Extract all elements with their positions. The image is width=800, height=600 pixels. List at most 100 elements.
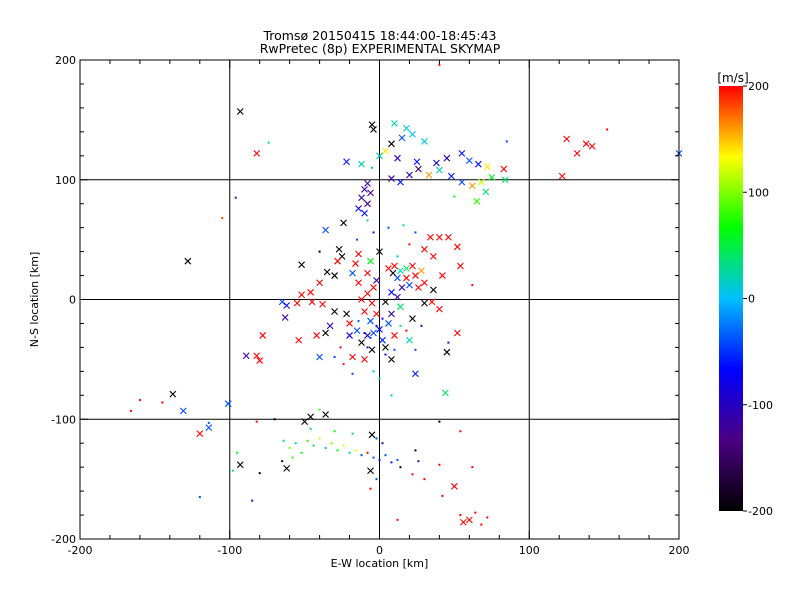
data-point-dot [459, 430, 462, 433]
data-point-dot [333, 355, 336, 358]
data-point-cross [382, 147, 389, 155]
data-point-cross [355, 250, 362, 258]
data-point-cross [184, 257, 192, 265]
data-point-cross [421, 138, 428, 145]
data-point-dot [474, 511, 477, 514]
data-point-cross [253, 352, 261, 360]
data-point-cross [453, 329, 461, 337]
data-point-cross [477, 178, 485, 186]
data-point-cross [364, 269, 371, 277]
y-tick-label: 200 [55, 54, 76, 67]
data-point-cross [421, 279, 428, 287]
data-point-cross [465, 516, 473, 524]
data-point-cross [388, 175, 395, 182]
data-point-dot [417, 460, 420, 463]
data-point-cross [205, 424, 213, 432]
data-point-cross [179, 407, 187, 415]
data-point-cross [409, 130, 416, 138]
data-point-dot [453, 195, 456, 198]
x-tick-label: 0 [376, 544, 383, 557]
data-point-dot [408, 243, 411, 246]
data-point-dot [281, 460, 284, 463]
data-point-dot [354, 449, 357, 452]
data-point-dot [414, 348, 417, 351]
data-point-dot [372, 370, 375, 373]
data-point-dot [291, 456, 294, 459]
data-point-dot [459, 514, 462, 517]
data-point-dot [393, 348, 396, 351]
data-point-cross [346, 320, 353, 327]
data-point-cross [406, 336, 413, 344]
data-point-dot [402, 224, 405, 227]
data-point-dot [318, 437, 321, 440]
data-point-cross [367, 257, 374, 265]
data-point-cross [488, 173, 496, 181]
data-point-cross [403, 124, 410, 132]
data-point-cross [313, 332, 320, 339]
data-point-cross [352, 260, 359, 267]
data-point-dot [387, 226, 390, 229]
data-point-cross [361, 185, 368, 193]
data-point-cross [397, 267, 404, 275]
data-point-cross [278, 298, 286, 306]
data-point-dot [161, 401, 164, 404]
colorbar-tick-label: 100 [748, 186, 769, 199]
data-point-dot [505, 140, 508, 143]
data-point-cross [430, 286, 437, 294]
data-point-cross [458, 150, 466, 157]
data-point-cross [443, 154, 451, 162]
data-point-cross [349, 269, 356, 277]
colorbar-label: [m/s] [717, 71, 748, 85]
data-point-cross [256, 357, 264, 364]
data-point-cross [403, 264, 410, 272]
data-point-cross [427, 233, 434, 241]
data-point-cross [398, 284, 406, 291]
data-point-cross [334, 257, 341, 265]
data-point-cross [364, 290, 371, 297]
data-point-cross [501, 176, 509, 184]
data-point-cross [397, 303, 404, 311]
data-point-cross [236, 461, 244, 469]
data-point-dot [438, 63, 441, 66]
data-point-cross [361, 209, 368, 217]
data-point-dot [423, 478, 426, 481]
data-point-cross [482, 188, 490, 196]
data-point-cross [361, 308, 368, 315]
data-point-cross [439, 272, 446, 279]
data-point-cross [421, 299, 428, 307]
data-point-cross [563, 135, 571, 143]
data-point-cross [468, 182, 476, 190]
data-point-dot [330, 442, 333, 445]
data-point-cross [588, 142, 596, 150]
colorbar-tick-label: -100 [748, 399, 773, 412]
data-point-cross [307, 288, 315, 296]
x-tick-label: -100 [217, 544, 242, 557]
y-tick-label: 0 [69, 294, 76, 307]
data-point-cross [322, 411, 329, 418]
data-point-cross [394, 154, 401, 162]
data-point-cross [558, 172, 566, 180]
data-point-dot [234, 196, 237, 199]
data-point-cross [394, 293, 401, 301]
data-point-dot [480, 523, 483, 526]
data-point-cross [355, 279, 362, 287]
data-point-cross [391, 120, 398, 127]
data-point-dot [396, 518, 399, 521]
data-point-dot [318, 250, 321, 253]
data-point-dot [342, 363, 345, 366]
data-point-dot [309, 427, 312, 430]
data-point-cross [409, 315, 416, 323]
data-point-cross [444, 233, 452, 241]
data-point-dot [129, 409, 132, 412]
data-point-cross [316, 353, 323, 361]
data-point-dot [333, 430, 336, 433]
data-point-dot [381, 317, 384, 320]
data-point-dot [396, 458, 399, 461]
data-point-cross [295, 336, 303, 344]
data-point-cross [388, 140, 395, 148]
data-point-cross [443, 348, 451, 356]
data-point-cross [430, 253, 437, 260]
data-point-dot [405, 329, 408, 332]
